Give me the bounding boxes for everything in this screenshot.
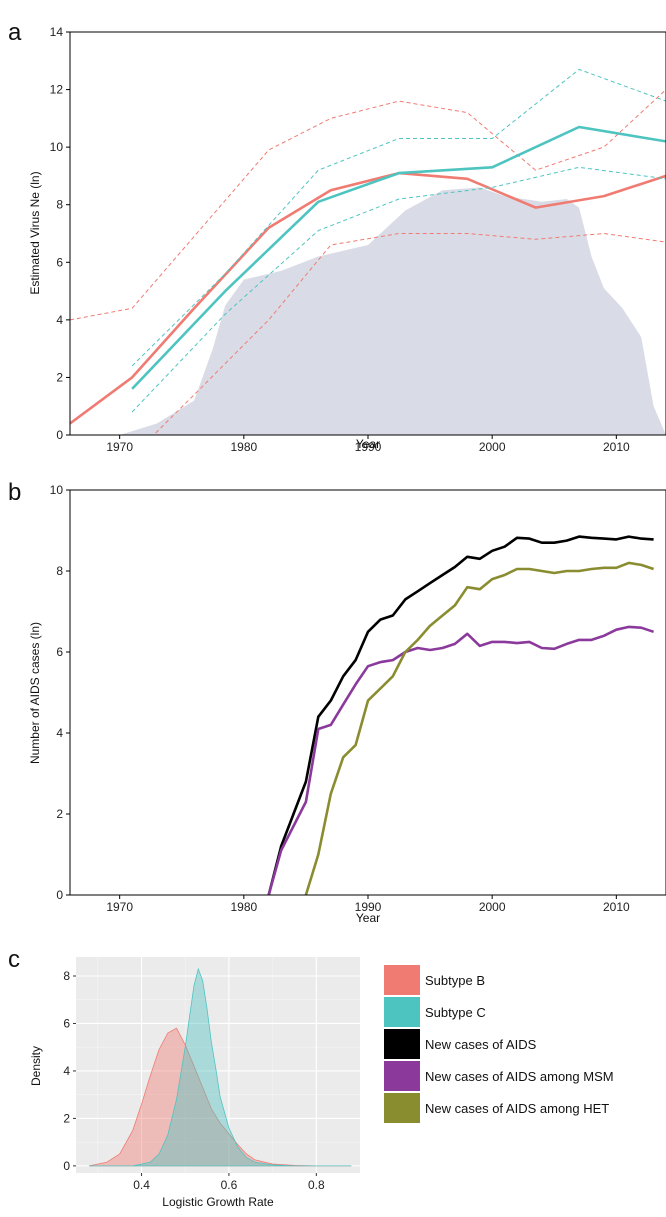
legend-label-new-cases-of-aids-among-msm: New cases of AIDS among MSM <box>425 1069 614 1084</box>
legend: Subtype B Subtype C New cases of AIDS New c… <box>384 965 614 1123</box>
panel-c-y-title: Density <box>29 1046 43 1086</box>
panel-a-series-subtype-c <box>131 125 666 390</box>
panel-c-density-subtype-b <box>89 1027 352 1167</box>
panel-a-y-tick-label: 8 <box>56 198 63 212</box>
panel-a-y-tick-label: 6 <box>56 255 63 269</box>
panel-b-chart: 1970 1980 1990 2000 2010 0 2 4 6 8 10 Year Number … <box>28 483 666 925</box>
panel-c-x-tick-label: 0.8 <box>308 1178 325 1192</box>
panel-letter-a: a <box>8 19 22 46</box>
panel-a-x-tick-label: 1980 <box>230 440 257 454</box>
panel-c-y-tick-label: 0 <box>63 1159 70 1173</box>
panel-a-x-tick-label: 2010 <box>603 440 630 454</box>
panel-b-y-tick-label: 0 <box>56 888 63 902</box>
panel-a-series-subtype-c-lower <box>131 166 666 413</box>
panel-b-y-tick-label: 6 <box>56 645 63 659</box>
panel-letter-b: b <box>8 479 21 506</box>
legend-swatch-subtype-b <box>384 965 420 995</box>
panel-b-x-tick-label: 1980 <box>230 900 257 914</box>
legend-swatch-new-cases-of-aids-among-msm <box>384 1061 420 1091</box>
panel-c-x-title: Logistic Growth Rate <box>162 1195 274 1209</box>
legend-swatch-new-cases-of-aids <box>384 1029 420 1059</box>
panel-c-x-tick-label: 0.4 <box>133 1178 150 1192</box>
panel-b-x-tick-label: 2000 <box>479 900 506 914</box>
panel-b-series-new-cases-of-aids-among-msm <box>267 625 655 895</box>
panel-b-x-title: Year <box>356 911 380 925</box>
panel-a-series-subtype-c-upper <box>131 68 666 367</box>
legend-label-new-cases-of-aids-among-het: New cases of AIDS among HET <box>425 1101 609 1116</box>
panel-b-y-tick-label: 10 <box>50 483 64 497</box>
panel-b-frame <box>69 489 666 896</box>
panel-a-y-tick-label: 14 <box>50 25 64 39</box>
panel-b-y-title: Number of AIDS cases (ln) <box>28 622 42 764</box>
panel-a-x-tick-label: 1990 <box>355 440 382 454</box>
panel-a-x-tick-label: 1970 <box>106 440 133 454</box>
legend-swatch-subtype-c <box>384 997 420 1027</box>
legend-label-subtype-c: Subtype C <box>425 1005 486 1020</box>
panel-c-chart: 0.4 0.6 0.8 0 2 4 6 8 Logistic Growth Rate Dens… <box>29 957 360 1209</box>
legend-swatch-new-cases-of-aids-among-het <box>384 1093 420 1123</box>
panel-a-chart: 1970 1980 1990 2000 2010 0 2 4 6 8 10 12 14 Year Est… <box>28 25 666 454</box>
panel-a-y-tick-label: 4 <box>56 313 63 327</box>
panel-c-x-tick-label: 0.6 <box>221 1178 238 1192</box>
panel-b-y-tick-label: 2 <box>56 807 63 821</box>
panel-c-y-tick-label: 8 <box>63 969 70 983</box>
panel-c-y-tick-label: 2 <box>63 1111 70 1125</box>
panel-a-y-tick-label: 0 <box>56 428 63 442</box>
panel-b-series-new-cases-of-aids-among-het <box>304 561 655 895</box>
panel-b-x-tick-label: 1990 <box>355 900 382 914</box>
panel-c-density-subtype-c <box>89 967 352 1167</box>
panel-c-y-tick-label: 4 <box>63 1064 70 1078</box>
panel-b-y-tick-label: 8 <box>56 564 63 578</box>
panel-b-y-tick-label: 4 <box>56 726 63 740</box>
panel-a-series-subtype-b <box>70 171 666 425</box>
panel-a-x-title: Year <box>356 437 380 451</box>
panel-a-y-tick-label: 10 <box>50 140 64 154</box>
panel-letter-c: c <box>8 946 20 973</box>
panel-a-x-tick-label: 2000 <box>479 440 506 454</box>
panel-b-x-tick-label: 1970 <box>106 900 133 914</box>
panel-a-y-tick-label: 12 <box>50 83 64 97</box>
panel-c-background <box>76 957 360 1173</box>
legend-label-subtype-b: Subtype B <box>425 973 485 988</box>
panel-a-y-title: Estimated Virus Ne (ln) <box>28 171 42 294</box>
panel-c-y-tick-label: 6 <box>63 1016 70 1030</box>
panel-b-series-new-cases-of-aids <box>267 535 654 895</box>
legend-label-new-cases-of-aids: New cases of AIDS <box>425 1037 537 1052</box>
panel-a-y-tick-label: 2 <box>56 370 63 384</box>
panel-b-x-tick-label: 2010 <box>603 900 630 914</box>
panel-a-background-area <box>70 187 666 435</box>
